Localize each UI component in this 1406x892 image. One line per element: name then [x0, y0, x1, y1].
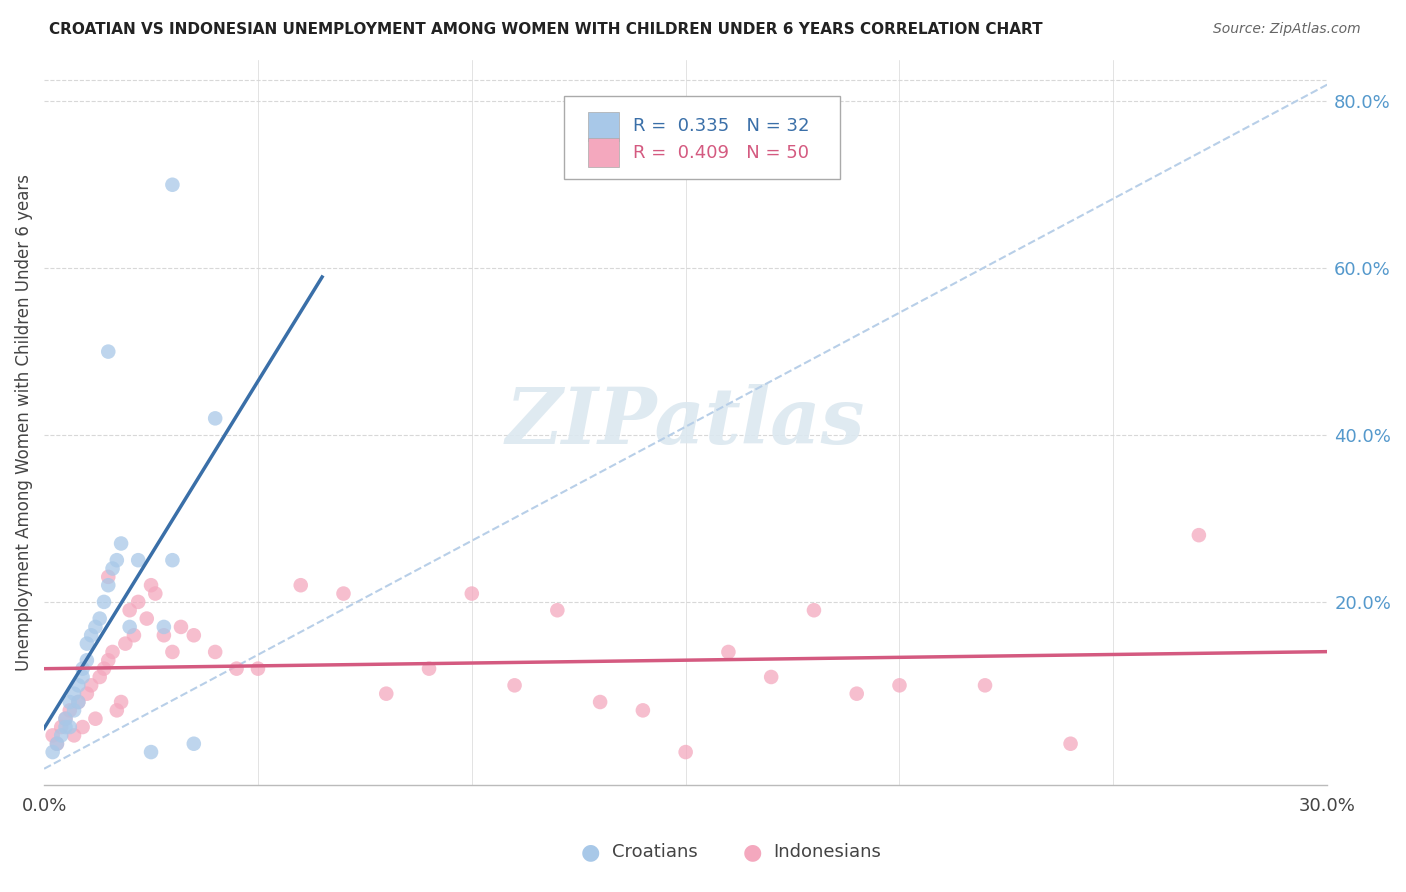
Point [76, 653, 98, 667]
Point [974, 678, 997, 692]
Point [845, 687, 868, 701]
Text: Indonesians: Indonesians [773, 843, 882, 861]
Point [89, 611, 111, 625]
Point [80, 678, 103, 692]
Point [45, 737, 67, 751]
Point [84, 620, 107, 634]
Point [332, 586, 354, 600]
Point [143, 586, 166, 600]
Point [204, 645, 226, 659]
Point [139, 578, 162, 592]
Point [63, 703, 86, 717]
Point [127, 553, 149, 567]
Point [110, 536, 132, 550]
Point [1188, 528, 1211, 542]
Point [45, 737, 67, 751]
Point [246, 662, 269, 676]
Point [889, 678, 911, 692]
Point [67, 678, 90, 692]
Point [290, 578, 312, 592]
Point [67, 695, 90, 709]
Point [101, 645, 124, 659]
Point [118, 620, 141, 634]
Point [139, 745, 162, 759]
Point [759, 670, 782, 684]
Point [72, 720, 94, 734]
Point [59, 703, 82, 717]
Point [162, 553, 184, 567]
Text: Source: ZipAtlas.com: Source: ZipAtlas.com [1213, 22, 1361, 37]
Point [55, 720, 77, 734]
Point [631, 703, 654, 717]
Point [55, 712, 77, 726]
Point [170, 620, 193, 634]
Point [153, 620, 176, 634]
Point [51, 720, 73, 734]
Point [97, 653, 120, 667]
Point [546, 603, 568, 617]
Text: R =  0.409   N = 50: R = 0.409 N = 50 [633, 144, 808, 161]
Point [118, 603, 141, 617]
Point [803, 603, 825, 617]
Point [1059, 737, 1081, 751]
Point [461, 586, 484, 600]
Text: ZIPatlas: ZIPatlas [506, 384, 865, 461]
Point [675, 745, 697, 759]
Text: ●: ● [742, 842, 762, 862]
Y-axis label: Unemployment Among Women with Children Under 6 years: Unemployment Among Women with Children U… [15, 174, 32, 671]
Point [127, 595, 149, 609]
Point [204, 411, 226, 425]
Point [114, 637, 136, 651]
Point [375, 687, 398, 701]
Point [135, 611, 157, 625]
Point [105, 703, 128, 717]
Point [105, 553, 128, 567]
FancyBboxPatch shape [564, 96, 839, 179]
Point [80, 628, 103, 642]
Text: R =  0.335   N = 32: R = 0.335 N = 32 [633, 118, 810, 136]
Point [63, 728, 86, 742]
Text: CROATIAN VS INDONESIAN UNEMPLOYMENT AMONG WOMEN WITH CHILDREN UNDER 6 YEARS CORR: CROATIAN VS INDONESIAN UNEMPLOYMENT AMON… [49, 22, 1043, 37]
Point [93, 662, 115, 676]
Point [59, 720, 82, 734]
Text: Croatians: Croatians [612, 843, 697, 861]
Point [72, 670, 94, 684]
Point [162, 645, 184, 659]
Point [55, 712, 77, 726]
Point [101, 561, 124, 575]
Point [110, 695, 132, 709]
Point [72, 662, 94, 676]
FancyBboxPatch shape [588, 138, 619, 167]
Point [225, 662, 247, 676]
FancyBboxPatch shape [588, 112, 619, 141]
Point [162, 178, 184, 192]
Point [97, 570, 120, 584]
Point [153, 628, 176, 642]
Point [183, 628, 205, 642]
Point [84, 712, 107, 726]
Point [122, 628, 145, 642]
Point [89, 670, 111, 684]
Point [76, 687, 98, 701]
Point [97, 578, 120, 592]
Point [51, 728, 73, 742]
Point [418, 662, 440, 676]
Point [59, 695, 82, 709]
Text: ●: ● [581, 842, 600, 862]
Point [503, 678, 526, 692]
Point [183, 737, 205, 751]
Point [76, 637, 98, 651]
Point [589, 695, 612, 709]
Point [41, 745, 63, 759]
Point [97, 344, 120, 359]
Point [67, 695, 90, 709]
Point [717, 645, 740, 659]
Point [63, 687, 86, 701]
Point [93, 595, 115, 609]
Point [41, 728, 63, 742]
